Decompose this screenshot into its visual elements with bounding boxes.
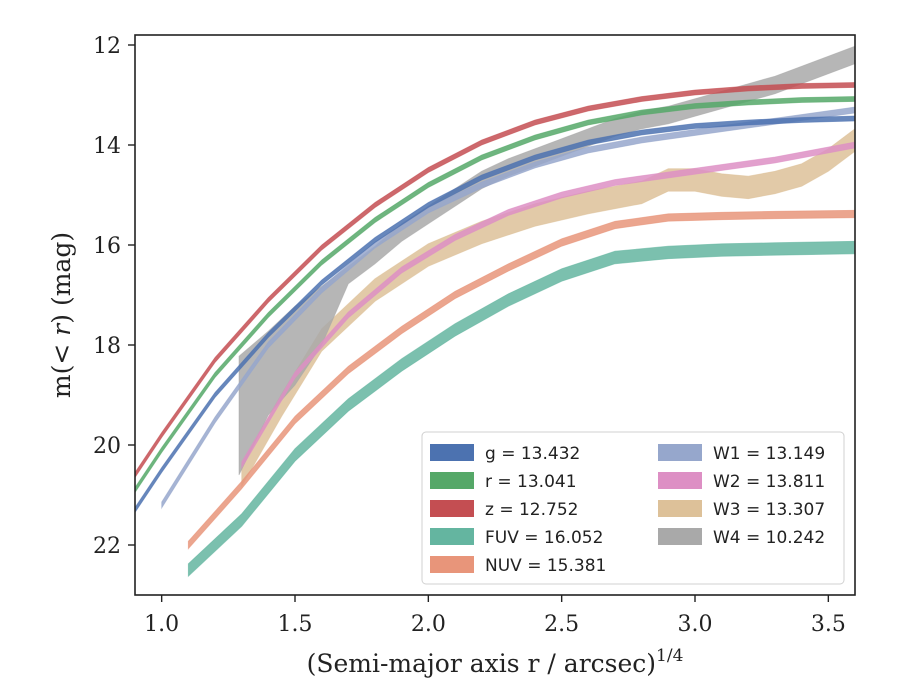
x-tick-label: 1.0 [144,612,179,637]
legend-label-w2: W2 = 13.811 [713,472,825,492]
legend-label-w1: W1 = 13.149 [713,444,825,464]
legend-label-z: z = 12.752 [485,500,578,520]
legend-swatch-z [430,500,474,517]
y-tick-label: 12 [93,34,121,59]
y-tick-label: 14 [93,134,121,159]
series-band-w2 [241,141,855,470]
series-band-fuv [187,240,855,578]
legend-label-g: g = 13.432 [485,444,580,464]
x-axis-label: (Semi-major axis r / arcsec)1/4 [307,646,684,678]
legend-swatch-w4 [658,528,702,545]
legend-swatch-fuv [430,528,474,545]
x-tick-label: 2.0 [411,612,446,637]
legend-swatch-nuv [430,556,474,573]
x-tick-label: 3.0 [678,612,713,637]
legend-label-r: r = 13.041 [485,472,577,492]
series-band-r [135,96,855,494]
x-tick-label: 1.5 [278,612,313,637]
legend-box [421,431,845,585]
y-tick-label: 18 [93,334,121,359]
series-band-g [135,115,855,514]
y-axis-label: m(< r) (mag) [47,232,76,398]
legend-swatch-r [430,472,474,489]
series-band-nuv [187,209,855,550]
y-tick-label: 20 [93,434,121,459]
series-layer [135,45,855,578]
y-tick-label: 16 [93,234,121,259]
legend-label-w4: W4 = 10.242 [713,528,825,548]
legend: g = 13.432 r = 13.041 z = 12.752 FUV = 16.0… [421,431,845,585]
x-tick-label: 3.5 [811,612,846,637]
plot-frame [134,34,856,596]
y-tick-label: 22 [93,534,121,559]
x-tick-label: 2.5 [544,612,579,637]
legend-label-fuv: FUV = 16.052 [485,528,603,548]
tick-layer: 1.0 1.5 2.0 2.5 3.0 3.5 12 14 16 18 20 22 [93,34,846,637]
legend-label-w3: W3 = 13.307 [713,500,825,520]
legend-swatch-w2 [658,472,702,489]
legend-swatch-w3 [658,500,702,517]
series-band-z [135,82,855,479]
legend-swatch-g [430,444,474,461]
legend-swatch-w1 [658,444,702,461]
legend-label-nuv: NUV = 15.381 [485,556,606,576]
